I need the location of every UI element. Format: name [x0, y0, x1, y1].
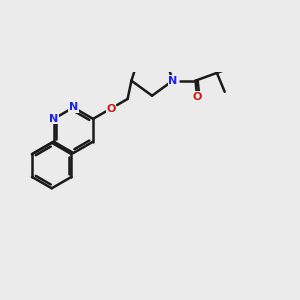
Text: O: O [192, 92, 202, 101]
Text: N: N [49, 114, 58, 124]
Text: N: N [168, 76, 177, 86]
Text: N: N [69, 103, 78, 112]
Text: O: O [106, 103, 116, 114]
